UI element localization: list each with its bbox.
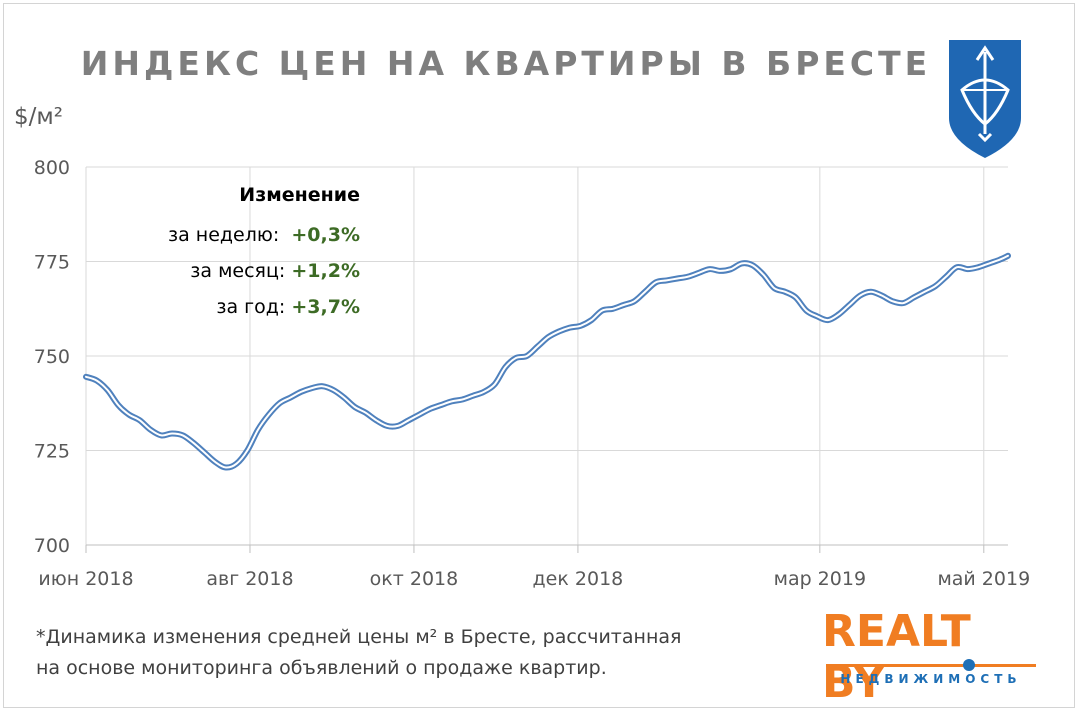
x-tick-label: мар 2019 xyxy=(774,568,866,590)
change-row-month: за месяц: +1,2% xyxy=(60,260,360,282)
y-tick-label: 775 xyxy=(34,252,70,274)
change-row-year: за год: +3,7% xyxy=(60,296,360,318)
brand-dot-icon xyxy=(963,659,975,671)
x-tick-label: май 2019 xyxy=(937,568,1030,590)
y-axis-unit-label: $/м² xyxy=(14,104,63,130)
price-line-series xyxy=(85,254,1009,469)
brand-tagline: НЕДВИЖИМОСТЬ xyxy=(840,672,1022,686)
y-tick-label: 725 xyxy=(34,441,70,463)
change-label-year: за год: xyxy=(216,296,286,318)
y-tick-label: 700 xyxy=(34,535,70,557)
brand-underline xyxy=(826,664,1036,667)
realt-by-logo: REALT BY НЕДВИЖИМОСТЬ xyxy=(822,606,1042,708)
price-line-outline xyxy=(83,252,1011,471)
x-tick-label: окт 2018 xyxy=(370,568,459,590)
chart-title: ИНДЕКС ЦЕН НА КВАРТИРЫ В БРЕСТЕ xyxy=(80,44,932,83)
brest-coat-of-arms-icon xyxy=(949,40,1021,158)
x-tick-label: авг 2018 xyxy=(206,568,293,590)
y-tick-label: 750 xyxy=(34,346,70,368)
x-tick-label: июн 2018 xyxy=(38,568,133,590)
change-label-month: за месяц: xyxy=(190,260,286,282)
footnote-line-1: *Динамика изменения средней цены м² в Бр… xyxy=(36,626,682,648)
footnote: *Динамика изменения средней цены м² в Бр… xyxy=(36,622,681,684)
brand-name: REALT BY xyxy=(822,606,971,708)
change-value-week: +0,3% xyxy=(291,224,360,246)
change-row-week: за неделю: +0,3% xyxy=(60,224,360,246)
x-tick-label: дек 2018 xyxy=(533,568,624,590)
y-tick-label: 800 xyxy=(34,157,70,179)
change-panel-heading: Изменение xyxy=(239,184,360,206)
change-value-year: +3,7% xyxy=(291,296,360,318)
footnote-line-2: на основе мониторинга объявлений о прода… xyxy=(36,657,607,679)
change-value-month: +1,2% xyxy=(291,260,360,282)
change-label-week: за неделю: xyxy=(168,224,280,246)
